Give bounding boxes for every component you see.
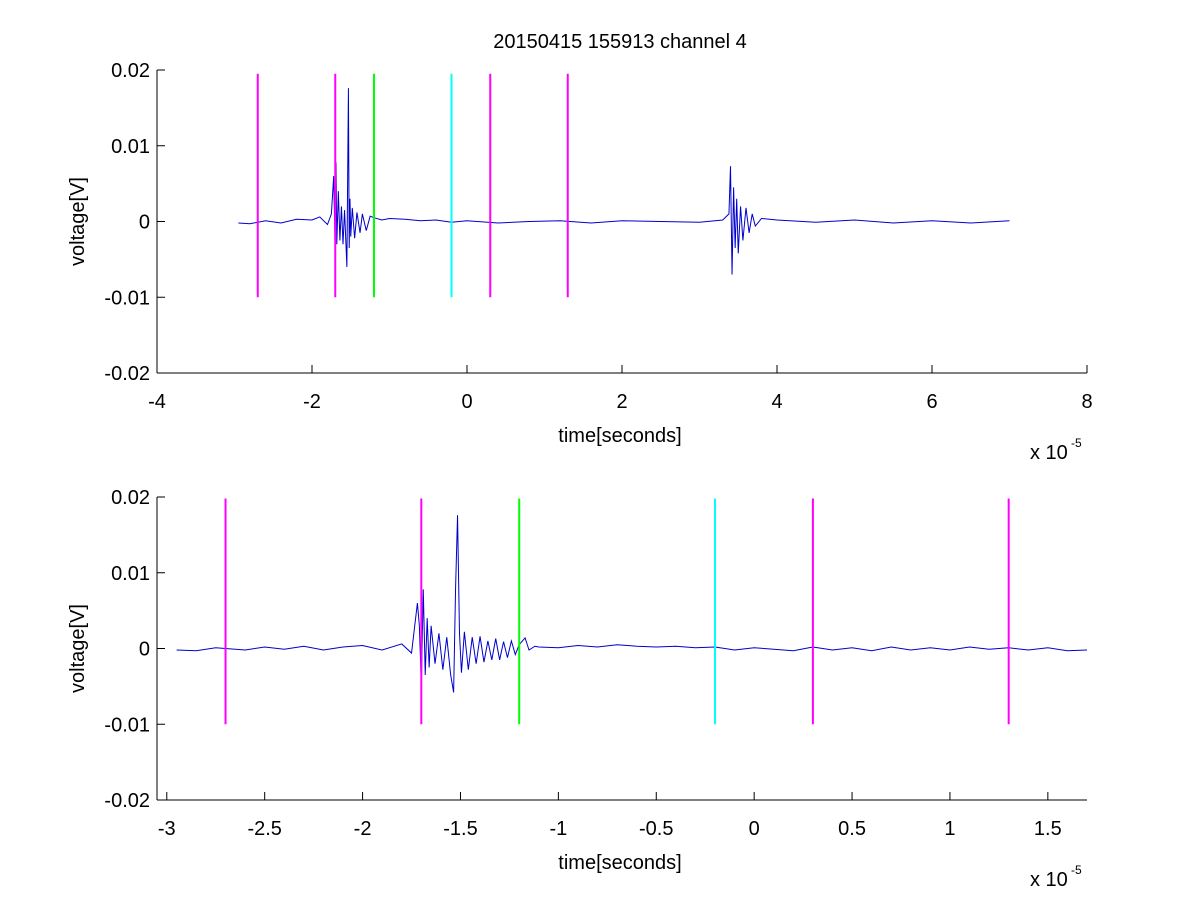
plot1-x-tick-label: 0 <box>749 818 760 840</box>
plot0-x-tick-label: 6 <box>926 391 937 413</box>
plot0-y-tick-label: 0 <box>139 212 150 234</box>
top-plot: -0.02 -0.01 0 0.01 0.02 -4 -2 0 2 4 6 8 time[seconds… <box>67 60 1093 464</box>
plot0-x-axis-label: time[seconds] <box>558 425 681 447</box>
plot1-x-tick-label: 0.5 <box>838 818 866 840</box>
plot1-x-tick-label: -2.5 <box>247 818 281 840</box>
plot1-x-tick-label: -1 <box>549 818 567 840</box>
plot1-x-tick-label: 1.5 <box>1034 818 1062 840</box>
plot0-x-tick-label: 4 <box>771 391 782 413</box>
plot1-y-axis-label: voltage[V] <box>67 604 89 693</box>
bottom-plot: -0.02 -0.01 0 0.01 0.02 -3 -2.5 -2 -1.5 -1 -0.5 0 0.… <box>67 487 1087 891</box>
plot1-y-tick-label: 0.02 <box>111 487 150 509</box>
plot1-signal-line <box>176 515 1087 693</box>
plot0-x-tick-label: 2 <box>616 391 627 413</box>
plot0-y-axis-label: voltage[V] <box>67 177 89 266</box>
plot0-x-exponent-label: x 10 <box>1030 442 1068 464</box>
plot0-y-tick-label: 0.02 <box>111 60 150 82</box>
plot0-x-tick-label: -2 <box>303 391 321 413</box>
plot0-y-tick-label: -0.01 <box>104 287 150 309</box>
plot0-y-tick-label: -0.02 <box>104 363 150 385</box>
plot1-y-tick-label: 0 <box>139 639 150 661</box>
plot1-x-exponent-label: x 10 <box>1030 869 1068 891</box>
plot1-x-tick-label: -2 <box>354 818 372 840</box>
plot0-x-tick-label: 0 <box>461 391 472 413</box>
plot1-x-tick-label: -0.5 <box>639 818 673 840</box>
plot0-x-exponent: -5 <box>1071 436 1082 450</box>
chart-title: 20150415 155913 channel 4 <box>493 31 747 53</box>
plot1-x-tick-label: 1 <box>944 818 955 840</box>
plot0-x-tick-label: 8 <box>1081 391 1092 413</box>
plot1-x-tick-label: -3 <box>158 818 176 840</box>
plot1-y-tick-label: -0.01 <box>104 714 150 736</box>
plot1-x-axis-label: time[seconds] <box>558 852 681 874</box>
plot1-y-tick-label: -0.02 <box>104 790 150 812</box>
plot1-x-exponent: -5 <box>1071 863 1082 877</box>
plot0-y-tick-label: 0.01 <box>111 136 150 158</box>
plot1-y-tick-label: 0.01 <box>111 563 150 585</box>
plot0-x-tick-label: -4 <box>148 391 166 413</box>
plot1-x-tick-label: -1.5 <box>443 818 477 840</box>
